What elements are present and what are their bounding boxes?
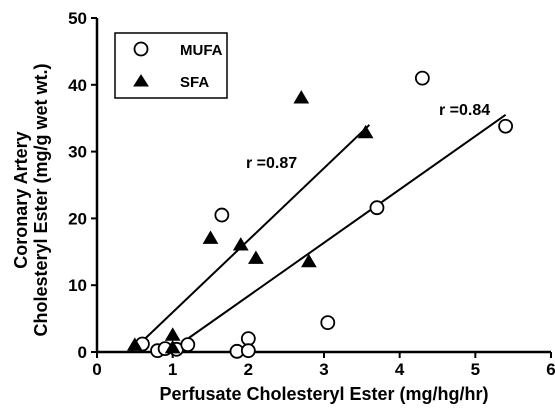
- data-points: [126, 70, 514, 359]
- point-sfa: [357, 124, 374, 139]
- point-mufa: [414, 70, 430, 86]
- legend-marker-mufa: [133, 41, 149, 57]
- legend-label-sfa: SFA: [180, 74, 209, 91]
- point-mufa: [498, 118, 514, 134]
- legend: MUFA SFA: [114, 32, 228, 99]
- point-sfa: [164, 340, 181, 354]
- y-tick-label: 40: [68, 76, 87, 95]
- y-tick-label: 30: [68, 143, 87, 162]
- y-tick-label: 0: [78, 343, 87, 362]
- x-tick-label: 4: [395, 360, 405, 379]
- x-tick-label: 5: [471, 360, 480, 379]
- point-sfa: [300, 253, 317, 268]
- x-tick-label: 3: [319, 360, 328, 379]
- legend-box: [114, 32, 228, 99]
- legend-label-mufa: MUFA: [180, 42, 223, 59]
- y-tick-label: 10: [68, 276, 87, 295]
- point-mufa: [240, 343, 256, 359]
- y-axis-title-line1: Coronary Artery: [11, 131, 31, 268]
- point-mufa: [214, 207, 230, 223]
- point-sfa: [248, 250, 264, 264]
- x-tick-label: 0: [92, 360, 101, 379]
- y-axis-title-line2: Cholesteryl Ester (mg/g wet wt.): [31, 63, 51, 336]
- annotation-r-mufa: r =0.84: [439, 102, 490, 119]
- point-sfa: [202, 230, 219, 244]
- y-tick-label: 50: [68, 9, 87, 28]
- annotation-r-sfa: r =0.87: [246, 155, 297, 172]
- point-mufa: [240, 331, 256, 347]
- fit-line-sfa: [130, 124, 371, 353]
- point-sfa: [126, 337, 143, 351]
- point-mufa: [320, 315, 336, 331]
- x-tick-label: 1: [168, 360, 177, 379]
- fit-lines: [130, 114, 507, 353]
- x-axis-title: Perfusate Cholesteryl Ester (mg/hg/hr): [159, 384, 488, 404]
- ticks: 0 1 2 3 4 5 6 0 10 20 30 40 50: [68, 9, 555, 379]
- point-sfa: [164, 327, 181, 341]
- x-tick-label: 2: [244, 360, 253, 379]
- point-sfa: [293, 90, 310, 104]
- point-mufa: [369, 200, 385, 216]
- fit-line-mufa: [168, 114, 507, 353]
- x-tick-label: 6: [546, 360, 555, 379]
- point-mufa: [180, 337, 196, 353]
- legend-marker-sfa: [133, 74, 149, 87]
- y-tick-label: 20: [68, 209, 87, 228]
- point-sfa: [232, 237, 249, 251]
